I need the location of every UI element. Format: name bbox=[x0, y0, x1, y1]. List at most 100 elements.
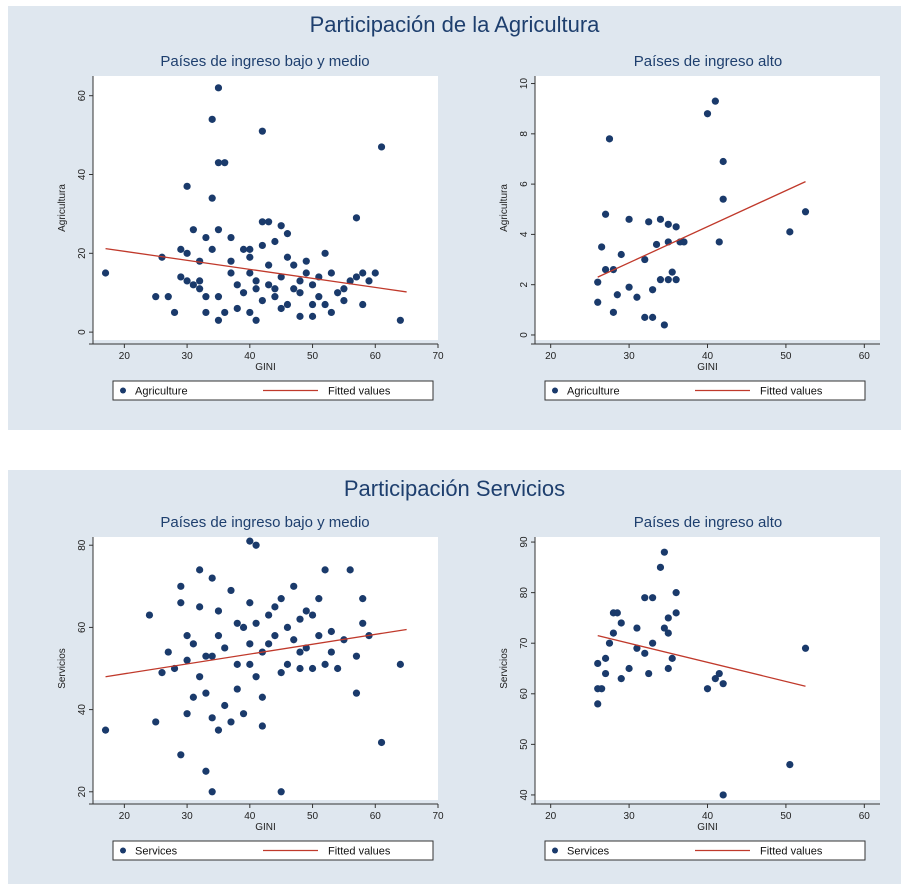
y-tick-label: 8 bbox=[519, 131, 530, 137]
data-point bbox=[258, 127, 266, 135]
data-point bbox=[252, 277, 260, 285]
data-point bbox=[649, 313, 657, 321]
data-point bbox=[214, 607, 223, 615]
data-point bbox=[302, 257, 310, 265]
data-point bbox=[352, 689, 361, 697]
data-point bbox=[246, 660, 254, 668]
data-point bbox=[189, 281, 197, 289]
data-point bbox=[252, 285, 260, 293]
y-tick-label: 40 bbox=[77, 169, 88, 181]
chart-subtitle: Países de ingreso bajo y medio bbox=[160, 53, 369, 70]
section-title-services: Participación Servicios bbox=[343, 476, 566, 501]
data-point bbox=[617, 619, 625, 627]
data-point bbox=[277, 273, 285, 281]
data-point bbox=[214, 159, 223, 167]
data-point bbox=[265, 611, 273, 619]
data-point bbox=[283, 253, 292, 261]
data-point bbox=[170, 308, 179, 317]
data-point bbox=[214, 316, 223, 324]
data-point bbox=[672, 589, 680, 597]
y-tick-label: 70 bbox=[519, 637, 530, 649]
data-point bbox=[183, 277, 191, 285]
data-point bbox=[625, 283, 633, 291]
data-point bbox=[246, 269, 254, 277]
data-point bbox=[327, 648, 335, 656]
data-point bbox=[601, 210, 610, 218]
data-point bbox=[719, 791, 727, 799]
data-point bbox=[321, 249, 329, 257]
data-point bbox=[246, 308, 254, 317]
y-axis-label: Servicios bbox=[499, 648, 510, 689]
data-point bbox=[315, 632, 323, 640]
data-point bbox=[177, 751, 185, 759]
data-point bbox=[252, 541, 260, 549]
data-point bbox=[660, 321, 668, 329]
data-point bbox=[208, 652, 216, 660]
data-point bbox=[277, 222, 285, 230]
data-point bbox=[221, 644, 229, 652]
data-point bbox=[265, 640, 273, 648]
data-point bbox=[252, 673, 260, 681]
data-point bbox=[265, 218, 273, 226]
data-point bbox=[214, 726, 223, 734]
data-point bbox=[308, 281, 317, 289]
x-tick-label: 40 bbox=[702, 351, 714, 362]
y-tick-label: 10 bbox=[519, 78, 530, 90]
chart-4: Países de ingreso alto 20 30 40 50 60 40 50 60 70… bbox=[499, 514, 880, 861]
data-point bbox=[641, 594, 649, 602]
data-point bbox=[703, 110, 712, 118]
data-point bbox=[189, 693, 197, 701]
data-point bbox=[271, 237, 279, 246]
x-axis-label: GINI bbox=[697, 822, 718, 833]
data-point bbox=[327, 308, 335, 317]
y-tick-label: 4 bbox=[519, 231, 530, 237]
data-point bbox=[649, 594, 657, 602]
data-point bbox=[334, 289, 342, 297]
data-point bbox=[664, 629, 672, 637]
data-point bbox=[625, 664, 633, 673]
data-point bbox=[315, 293, 323, 301]
x-tick-label: 40 bbox=[244, 351, 256, 362]
data-point bbox=[321, 300, 329, 309]
data-point bbox=[672, 609, 680, 617]
data-point bbox=[786, 228, 794, 236]
data-point bbox=[296, 664, 304, 673]
data-point bbox=[668, 654, 676, 662]
data-point bbox=[233, 281, 241, 289]
data-point bbox=[208, 115, 216, 123]
data-point bbox=[334, 664, 342, 673]
data-point bbox=[196, 566, 204, 574]
y-tick-label: 80 bbox=[77, 539, 88, 551]
legend-marker bbox=[552, 387, 558, 394]
y-tick-label: 0 bbox=[77, 329, 88, 335]
y-tick-label: 40 bbox=[77, 704, 88, 716]
data-point bbox=[664, 220, 672, 228]
data-point bbox=[660, 548, 668, 556]
x-tick-label: 40 bbox=[702, 811, 714, 822]
data-point bbox=[158, 669, 166, 677]
data-point bbox=[359, 300, 367, 309]
data-point bbox=[246, 253, 254, 261]
legend-label-fitted: Fitted values bbox=[328, 846, 391, 858]
data-point bbox=[202, 689, 210, 697]
data-point bbox=[208, 788, 216, 796]
data-point bbox=[233, 619, 241, 627]
legend-label-fitted: Fitted values bbox=[760, 386, 823, 398]
data-point bbox=[290, 636, 298, 644]
data-point bbox=[352, 214, 361, 222]
x-tick-label: 50 bbox=[780, 811, 792, 822]
data-point bbox=[239, 245, 248, 253]
data-point bbox=[239, 289, 248, 297]
legend-marker bbox=[552, 847, 558, 854]
data-point bbox=[664, 664, 672, 673]
data-point bbox=[183, 710, 191, 718]
data-point bbox=[196, 277, 204, 285]
data-point bbox=[321, 660, 329, 668]
data-point bbox=[664, 614, 672, 622]
data-point bbox=[152, 293, 160, 301]
data-point bbox=[271, 293, 279, 301]
data-point bbox=[152, 718, 160, 726]
data-point bbox=[594, 659, 602, 668]
legend-label-points: Agriculture bbox=[567, 386, 620, 398]
x-tick-label: 30 bbox=[182, 811, 194, 822]
